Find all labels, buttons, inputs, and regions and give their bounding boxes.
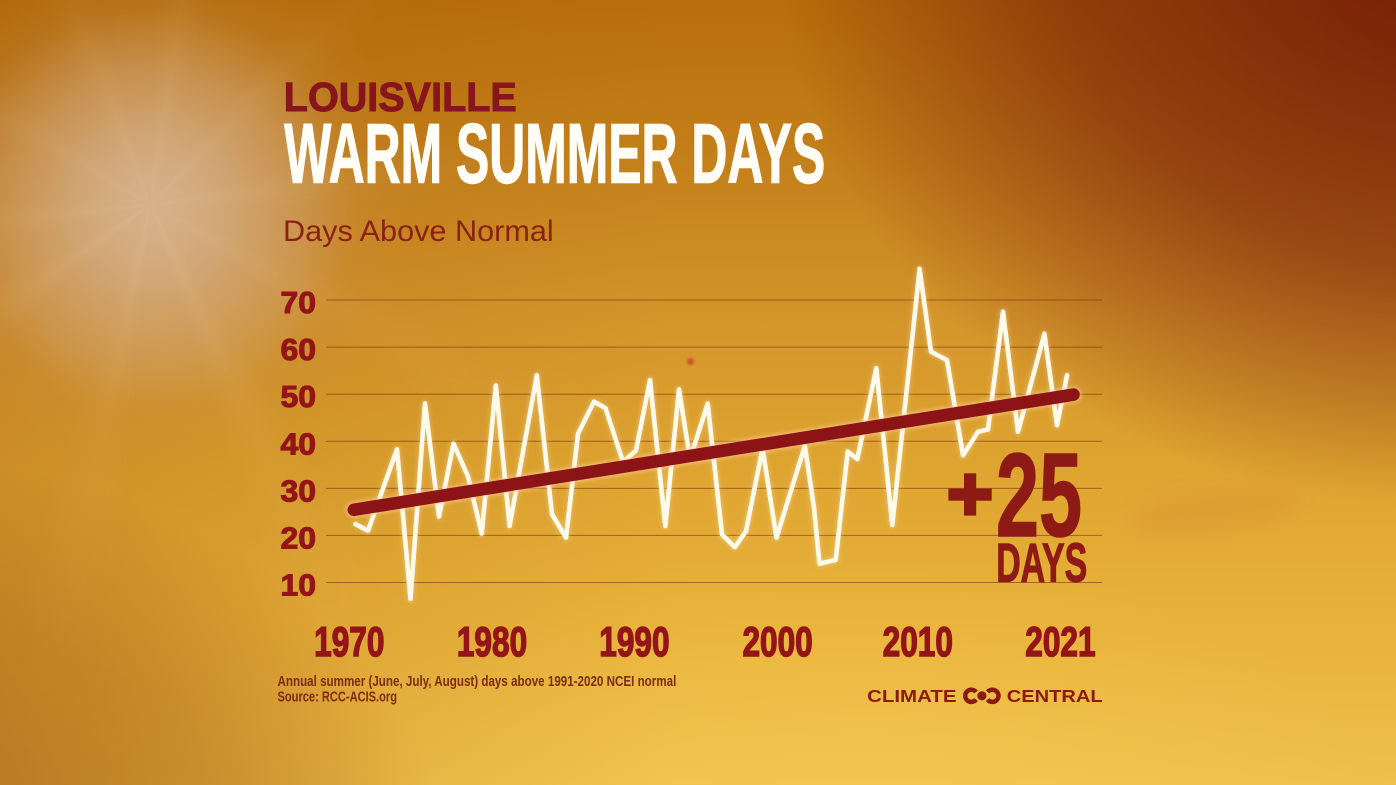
- svg-text:Days Above Normal: Days Above Normal: [283, 215, 554, 248]
- svg-text:70: 70: [281, 286, 317, 320]
- svg-text:50: 50: [281, 380, 317, 414]
- svg-text:2021: 2021: [1025, 619, 1095, 665]
- svg-text:30: 30: [281, 474, 317, 508]
- svg-text:LOUISVILLE: LOUISVILLE: [284, 74, 517, 120]
- svg-text:1970: 1970: [314, 619, 384, 665]
- svg-text:10: 10: [281, 569, 317, 603]
- svg-text:1980: 1980: [457, 619, 527, 665]
- svg-text:2010: 2010: [883, 619, 953, 665]
- svg-text:1990: 1990: [599, 619, 669, 665]
- svg-text:2000: 2000: [742, 619, 812, 665]
- svg-text:Source: RCC-ACIS.org: Source: RCC-ACIS.org: [278, 690, 398, 706]
- svg-text:CENTRAL: CENTRAL: [1007, 686, 1103, 706]
- svg-text:Annual summer (June, July, Aug: Annual summer (June, July, August) days …: [278, 674, 677, 690]
- svg-text:20: 20: [281, 521, 317, 555]
- svg-text:40: 40: [281, 427, 317, 461]
- svg-text:60: 60: [281, 333, 317, 367]
- svg-text:DAYS: DAYS: [996, 532, 1087, 594]
- svg-text:25: 25: [996, 429, 1082, 562]
- svg-text:WARM SUMMER DAYS: WARM SUMMER DAYS: [284, 106, 825, 200]
- svg-text:CLIMATE: CLIMATE: [867, 686, 957, 706]
